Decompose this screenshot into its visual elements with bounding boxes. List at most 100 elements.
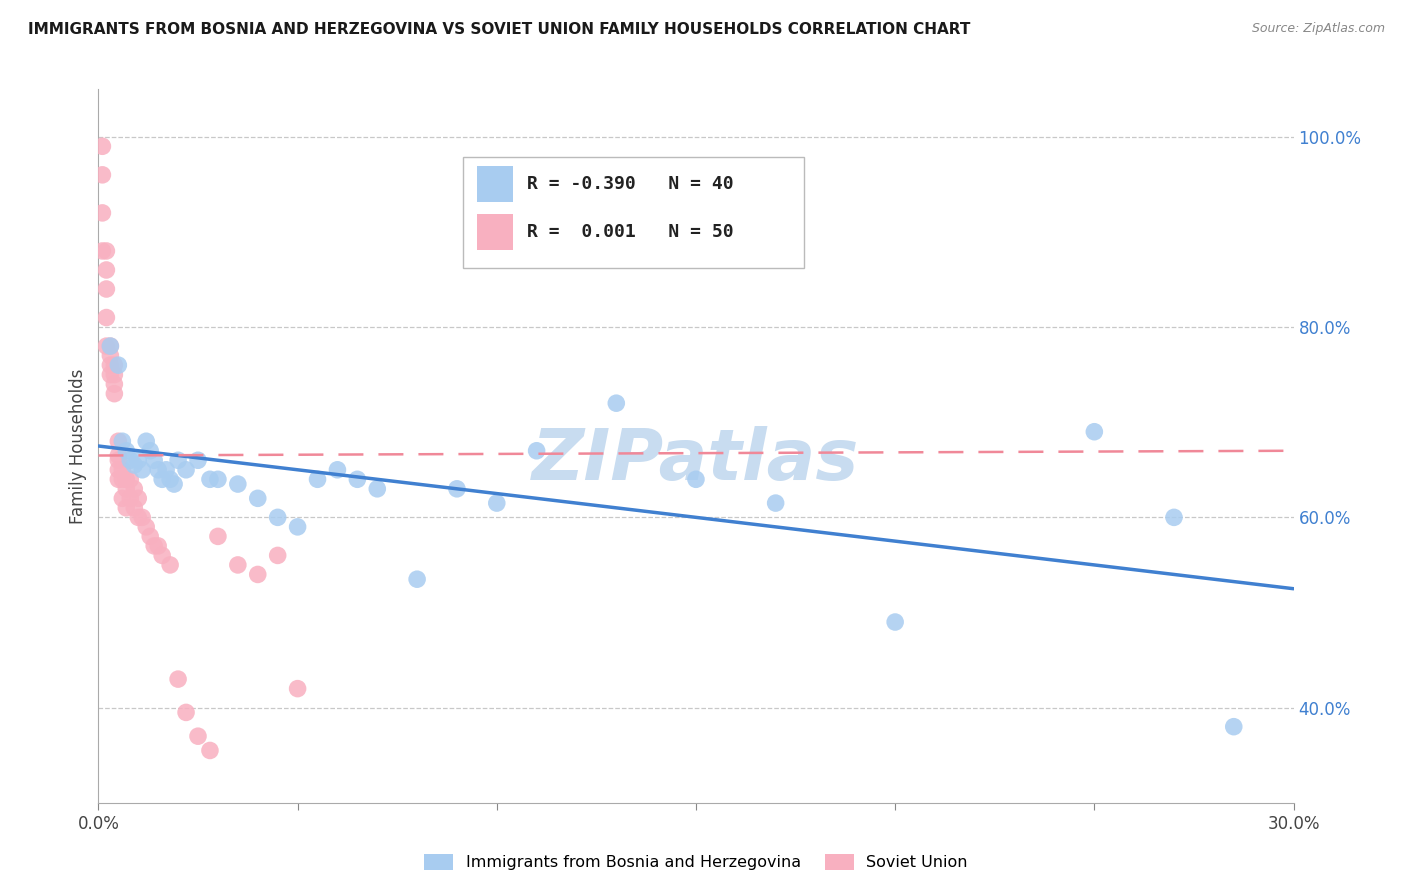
Point <box>143 539 166 553</box>
Point <box>124 458 146 472</box>
FancyBboxPatch shape <box>477 214 513 250</box>
Point <box>1222 720 1246 734</box>
Point <box>100 368 122 382</box>
Point <box>246 491 269 506</box>
Point <box>198 472 221 486</box>
Point <box>107 472 129 486</box>
Legend: Immigrants from Bosnia and Herzegovina, Soviet Union: Immigrants from Bosnia and Herzegovina, … <box>418 847 974 877</box>
Point <box>107 434 129 449</box>
Point <box>187 453 209 467</box>
Point <box>91 168 114 182</box>
Point <box>103 386 125 401</box>
Point <box>150 549 173 563</box>
Point <box>100 339 122 353</box>
Point <box>174 706 197 720</box>
Point <box>526 443 548 458</box>
Text: R = -0.390   N = 40: R = -0.390 N = 40 <box>527 175 734 193</box>
Point <box>115 472 138 486</box>
Point <box>163 477 186 491</box>
Point <box>96 263 118 277</box>
Point <box>287 520 309 534</box>
Point <box>107 453 129 467</box>
Point <box>207 529 229 543</box>
Point <box>139 529 162 543</box>
Point <box>1163 510 1185 524</box>
Point <box>91 206 114 220</box>
Text: ZIPatlas: ZIPatlas <box>533 425 859 495</box>
Point <box>120 453 142 467</box>
Point <box>267 549 290 563</box>
Point <box>135 434 157 449</box>
Point <box>150 472 173 486</box>
Point <box>115 443 138 458</box>
Point <box>91 244 114 258</box>
Point <box>103 368 125 382</box>
Point <box>96 282 118 296</box>
Point <box>103 358 125 372</box>
Point <box>107 463 129 477</box>
Point <box>100 349 122 363</box>
Point <box>115 500 138 515</box>
Point <box>406 572 429 586</box>
Point <box>167 453 190 467</box>
Point <box>135 520 157 534</box>
Point <box>111 491 134 506</box>
Point <box>685 472 707 486</box>
Point <box>765 496 787 510</box>
Point <box>100 339 122 353</box>
Point <box>96 310 118 325</box>
Point <box>127 453 149 467</box>
Point <box>226 477 249 491</box>
Point <box>107 358 129 372</box>
Point <box>139 443 162 458</box>
Point <box>366 482 388 496</box>
Point <box>100 358 122 372</box>
Point <box>131 463 153 477</box>
Point <box>120 491 142 506</box>
Point <box>446 482 468 496</box>
FancyBboxPatch shape <box>477 166 513 202</box>
Point <box>1083 425 1105 439</box>
Text: R =  0.001   N = 50: R = 0.001 N = 50 <box>527 223 734 241</box>
Point <box>198 743 221 757</box>
Point <box>187 729 209 743</box>
Point <box>124 482 146 496</box>
Point <box>131 510 153 524</box>
Point <box>124 500 146 515</box>
Text: Source: ZipAtlas.com: Source: ZipAtlas.com <box>1251 22 1385 36</box>
Point <box>143 453 166 467</box>
Point <box>267 510 290 524</box>
Point <box>155 463 177 477</box>
Y-axis label: Family Households: Family Households <box>69 368 87 524</box>
Point <box>246 567 269 582</box>
Point <box>326 463 349 477</box>
Point <box>884 615 907 629</box>
Point <box>127 510 149 524</box>
Point <box>111 434 134 449</box>
Point <box>159 472 181 486</box>
Point <box>226 558 249 572</box>
Point <box>167 672 190 686</box>
Point <box>207 472 229 486</box>
Point <box>174 463 197 477</box>
Point <box>307 472 329 486</box>
Point <box>115 482 138 496</box>
Point <box>120 472 142 486</box>
Point <box>287 681 309 696</box>
Point <box>159 558 181 572</box>
Point <box>148 463 170 477</box>
Point <box>96 244 118 258</box>
Point <box>605 396 627 410</box>
Point <box>127 491 149 506</box>
Point <box>91 139 114 153</box>
Text: IMMIGRANTS FROM BOSNIA AND HERZEGOVINA VS SOVIET UNION FAMILY HOUSEHOLDS CORRELA: IMMIGRANTS FROM BOSNIA AND HERZEGOVINA V… <box>28 22 970 37</box>
Point <box>111 463 134 477</box>
Point <box>96 339 118 353</box>
Point <box>111 472 134 486</box>
Point <box>103 377 125 392</box>
FancyBboxPatch shape <box>463 157 804 268</box>
Point <box>485 496 508 510</box>
Point <box>148 539 170 553</box>
Point <box>107 449 129 463</box>
Point <box>346 472 368 486</box>
